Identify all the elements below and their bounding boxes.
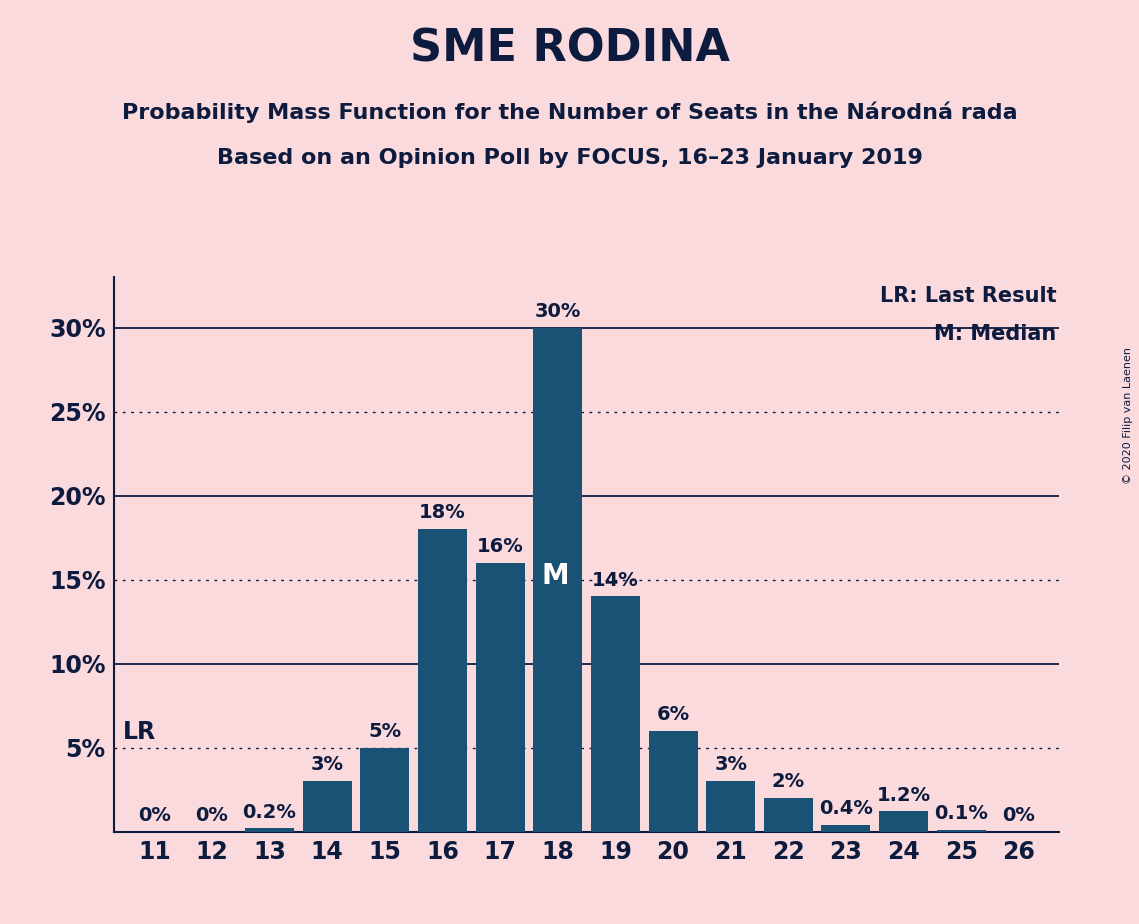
- Bar: [821, 825, 870, 832]
- Text: 0%: 0%: [138, 806, 171, 825]
- Text: 14%: 14%: [592, 571, 639, 590]
- Text: 0.1%: 0.1%: [934, 804, 989, 823]
- Bar: [648, 731, 697, 832]
- Bar: [936, 830, 985, 832]
- Text: 1.2%: 1.2%: [877, 785, 931, 805]
- Text: Based on an Opinion Poll by FOCUS, 16–23 January 2019: Based on an Opinion Poll by FOCUS, 16–23…: [216, 148, 923, 168]
- Text: 0%: 0%: [1002, 806, 1035, 825]
- Bar: [533, 328, 582, 832]
- Text: © 2020 Filip van Laenen: © 2020 Filip van Laenen: [1123, 347, 1133, 484]
- Text: 16%: 16%: [477, 537, 524, 556]
- Text: LR: LR: [123, 720, 156, 744]
- Text: M: Median: M: Median: [934, 324, 1056, 345]
- Bar: [245, 828, 294, 832]
- Text: 18%: 18%: [419, 504, 466, 522]
- Bar: [706, 781, 755, 832]
- Bar: [360, 748, 409, 832]
- Bar: [591, 596, 640, 832]
- Bar: [303, 781, 352, 832]
- Text: 6%: 6%: [656, 705, 689, 724]
- Text: 5%: 5%: [368, 722, 401, 741]
- Text: 30%: 30%: [534, 302, 581, 321]
- Bar: [879, 811, 928, 832]
- Bar: [764, 798, 813, 832]
- Text: 0.4%: 0.4%: [819, 799, 872, 818]
- Text: LR: Last Result: LR: Last Result: [879, 286, 1056, 306]
- Text: Probability Mass Function for the Number of Seats in the Národná rada: Probability Mass Function for the Number…: [122, 102, 1017, 123]
- Text: 3%: 3%: [714, 756, 747, 774]
- Text: 2%: 2%: [772, 772, 805, 791]
- Text: M: M: [541, 562, 568, 590]
- Text: 3%: 3%: [311, 756, 344, 774]
- Bar: [476, 563, 525, 832]
- Text: 0%: 0%: [196, 806, 228, 825]
- Text: 0.2%: 0.2%: [243, 803, 296, 821]
- Bar: [418, 529, 467, 832]
- Text: SME RODINA: SME RODINA: [410, 28, 729, 71]
